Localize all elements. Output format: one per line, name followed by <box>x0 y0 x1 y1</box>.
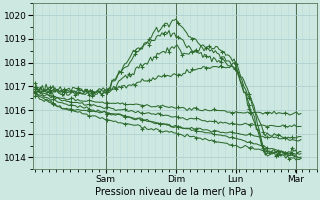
X-axis label: Pression niveau de la mer( hPa ): Pression niveau de la mer( hPa ) <box>95 187 254 197</box>
